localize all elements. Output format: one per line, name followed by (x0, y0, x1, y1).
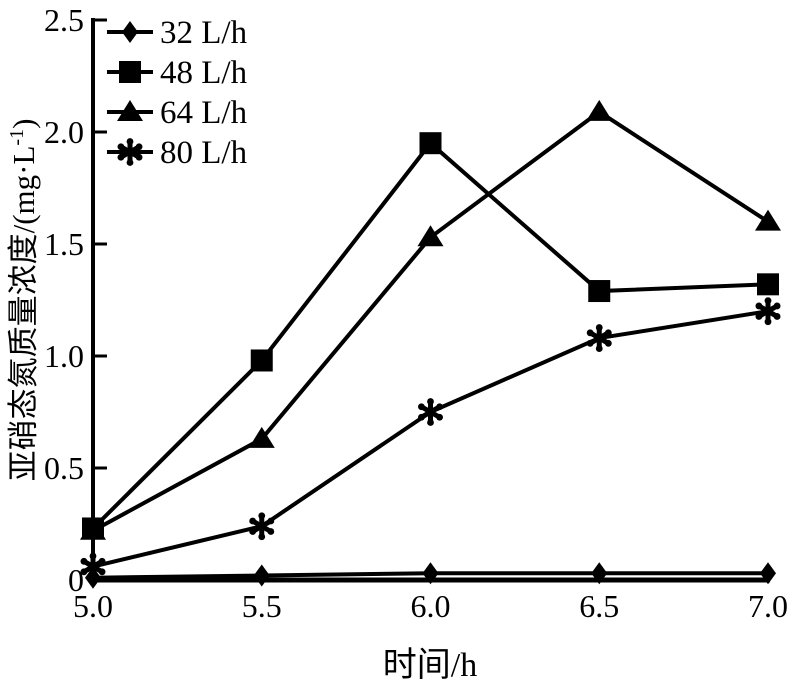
legend-item-80lh: 80 L/h (107, 135, 248, 171)
y-tick-label: 2.0 (44, 114, 84, 150)
y-tick-label: 0 (68, 562, 84, 598)
diamond-marker (253, 564, 270, 587)
asterisk-arm-tip (764, 318, 772, 326)
data-series (80, 99, 781, 589)
series-32lh (85, 562, 776, 589)
asterisk-arm-tip (117, 153, 125, 161)
x-axis-title: 时间/h (383, 647, 477, 684)
square-marker (588, 280, 611, 303)
y-tick-label: 1.5 (44, 226, 84, 262)
legend-label: 32 L/h (160, 15, 248, 51)
y-axis-title-close: ) (6, 119, 41, 129)
y-axis-title-superscript: -1 (6, 129, 28, 146)
y-tick-label: 2.5 (44, 2, 84, 38)
asterisk-arm-tip (764, 297, 772, 305)
asterisk-arm-tip (755, 313, 763, 320)
triangle-marker (755, 209, 781, 231)
asterisk-arm-tip (604, 329, 612, 337)
x-tick-label: 6.5 (579, 588, 619, 624)
y-tick-label: 0.5 (44, 450, 84, 486)
legend-item-32lh: 32 L/h (107, 15, 248, 51)
series-line (92, 309, 769, 569)
x-tick-label: 5.0 (73, 588, 113, 624)
asterisk-marker (117, 138, 143, 166)
asterisk-arm-tip (258, 533, 266, 541)
x-tick-label: 6.0 (411, 588, 451, 624)
asterisk-arm-tip (586, 339, 594, 347)
asterisk-marker (418, 398, 443, 426)
series-48lh (82, 132, 779, 540)
square-marker (250, 349, 273, 372)
asterisk-marker (586, 324, 612, 352)
asterisk-arm-tip (135, 153, 143, 161)
y-axis-title: 亚硝态氮质量浓度/(mg·L-1) (6, 119, 41, 482)
asterisk-arm-tip (773, 302, 781, 310)
legend-item-64lh: 64 L/h (107, 95, 248, 131)
asterisk-arm-tip (80, 557, 88, 565)
triangle-marker (586, 99, 613, 121)
asterisk-arm-tip (436, 403, 443, 411)
asterisk-arm-tip (418, 413, 425, 421)
series-line (92, 109, 770, 533)
asterisk-arm-tip (773, 313, 781, 320)
legend-label: 64 L/h (160, 95, 248, 131)
asterisk-arm-tip (98, 568, 106, 576)
triangle-marker (417, 225, 444, 247)
asterisk-marker (80, 552, 106, 581)
x-tick-label: 7.0 (748, 588, 788, 624)
square-marker (757, 273, 779, 296)
legend-label: 80 L/h (160, 135, 248, 171)
axis-tick-labels: 0 0.5 1.0 1.5 2.0 2.5 5.0 5.5 6.0 6.5 7.0 (44, 2, 788, 624)
series-line (91, 140, 769, 530)
diamond-marker (122, 21, 138, 43)
asterisk-arm-tip (117, 143, 125, 151)
asterisk-arm-tip (98, 557, 106, 565)
asterisk-arm-tip (80, 568, 88, 576)
y-tick-label: 1.0 (44, 338, 84, 374)
asterisk-arm-tip (595, 324, 603, 331)
asterisk-marker (249, 512, 275, 541)
asterisk-arm-tip (258, 512, 266, 520)
legend: 32 L/h 48 L/h 64 L/h 80 L/h (107, 15, 248, 171)
x-tick-label: 5.5 (242, 588, 282, 624)
diamond-marker (591, 562, 608, 585)
asterisk-arm-tip (126, 138, 134, 145)
asterisk-arm-tip (89, 552, 97, 560)
asterisk-arm-tip (135, 143, 143, 151)
axes: 0 0.5 1.0 1.5 2.0 2.5 5.0 5.5 6.0 6.5 7.0 (44, 2, 788, 624)
square-marker (82, 517, 104, 540)
legend-label: 48 L/h (160, 55, 248, 91)
asterisk-arm-tip (267, 517, 275, 525)
asterisk-arm-tip (755, 302, 763, 310)
asterisk-arm-tip (89, 573, 97, 581)
asterisk-arm-tip (595, 345, 603, 352)
asterisk-arm-tip (418, 403, 425, 411)
asterisk-arm-tip (436, 413, 443, 421)
asterisk-arm-tip (249, 528, 257, 535)
asterisk-arm-tip (427, 398, 434, 405)
asterisk-marker (755, 297, 781, 326)
asterisk-arm-tip (267, 528, 275, 535)
diamond-marker (760, 562, 776, 585)
square-marker (119, 61, 141, 83)
asterisk-arm-tip (586, 329, 594, 337)
square-marker (419, 132, 442, 155)
y-axis-title-main: 亚硝态氮质量浓度/(mg·L (6, 146, 41, 482)
triangle-marker (117, 100, 143, 121)
asterisk-arm-tip (249, 517, 257, 525)
diamond-marker (422, 562, 439, 585)
asterisk-arm-tip (126, 159, 134, 166)
asterisk-arm-tip (604, 339, 612, 347)
asterisk-arm-tip (427, 419, 434, 426)
triangle-marker (248, 426, 275, 448)
legend-item-48lh: 48 L/h (107, 55, 248, 91)
series-80lh (80, 297, 781, 581)
